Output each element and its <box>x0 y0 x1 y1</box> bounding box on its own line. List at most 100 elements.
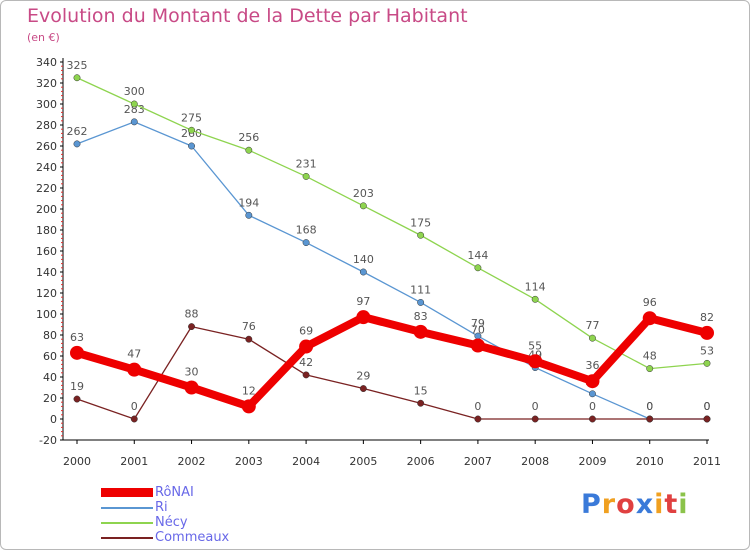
data-point <box>299 339 314 354</box>
data-label: 77 <box>585 319 599 332</box>
data-point <box>700 325 714 340</box>
x-tick-label: 2002 <box>178 455 206 468</box>
data-point <box>417 399 425 407</box>
legend-label: Commeaux <box>155 530 230 545</box>
data-label: 12 <box>242 384 256 397</box>
data-point <box>413 324 428 339</box>
data-point <box>356 310 371 325</box>
data-point <box>646 415 654 423</box>
data-label: 0 <box>704 400 711 413</box>
y-tick-label: 340 <box>36 56 57 69</box>
data-label: 275 <box>181 111 202 124</box>
legend-item: Commeaux <box>101 530 229 545</box>
logo-letter: t <box>664 489 679 520</box>
data-label: 114 <box>525 280 546 293</box>
data-label: 42 <box>299 356 313 369</box>
logo-letter: i <box>678 489 689 520</box>
data-point <box>130 118 138 126</box>
y-tick-label: 320 <box>36 77 57 90</box>
legend-item: Nécy <box>101 515 229 530</box>
data-label: 203 <box>353 187 374 200</box>
data-label: 0 <box>704 400 711 413</box>
data-point <box>73 395 81 403</box>
y-tick-label: 60 <box>43 350 57 363</box>
data-point <box>703 415 711 423</box>
data-label: 47 <box>127 348 141 361</box>
x-tick-label: 2010 <box>636 455 664 468</box>
data-label: 194 <box>238 196 259 209</box>
data-label: 29 <box>356 370 370 383</box>
data-label: 83 <box>414 310 428 323</box>
data-label: 55 <box>528 339 542 352</box>
data-label: 262 <box>67 125 88 138</box>
data-point <box>474 415 482 423</box>
y-tick-label: 100 <box>36 308 57 321</box>
data-point <box>359 385 367 392</box>
data-point <box>646 365 654 373</box>
x-tick-label: 2008 <box>521 455 549 468</box>
data-point <box>470 338 485 353</box>
x-tick-label: 2005 <box>349 455 377 468</box>
data-point <box>130 415 138 423</box>
y-tick-label: 300 <box>36 98 57 111</box>
y-tick-label: 220 <box>36 182 57 195</box>
data-point <box>245 335 253 343</box>
data-point <box>73 74 81 82</box>
data-point <box>70 345 84 360</box>
chart-legend: RôNAI Ri Nécy Commeaux <box>101 485 229 545</box>
data-label: 140 <box>353 253 374 266</box>
data-label: 0 <box>532 400 539 413</box>
data-label: 82 <box>700 311 714 324</box>
data-point <box>245 146 253 154</box>
data-label: 48 <box>643 350 657 363</box>
proxiti-logo: Proxiti <box>581 489 689 520</box>
data-label: 96 <box>643 296 657 309</box>
data-label: 0 <box>474 400 481 413</box>
y-tick-label: 80 <box>43 329 57 342</box>
data-label: 111 <box>410 283 431 296</box>
data-label: 256 <box>238 131 259 144</box>
series-line <box>76 121 707 420</box>
data-point <box>184 380 199 395</box>
data-label: 97 <box>356 295 370 308</box>
y-tick-label: 160 <box>36 245 57 258</box>
data-point <box>302 371 310 379</box>
data-label: 231 <box>296 157 317 170</box>
data-label: 15 <box>414 384 428 397</box>
data-point <box>241 399 256 414</box>
data-point <box>245 211 253 219</box>
data-point <box>417 231 425 239</box>
legend-label: Ri <box>155 500 168 515</box>
legend-swatch <box>101 506 153 509</box>
data-label: 0 <box>589 400 596 413</box>
x-tick-label: 2003 <box>235 455 263 468</box>
y-tick-label: 240 <box>36 161 57 174</box>
legend-swatch <box>101 536 153 539</box>
data-point <box>474 264 482 272</box>
logo-letter: i <box>654 489 665 520</box>
data-label: 0 <box>646 400 653 413</box>
data-point <box>302 239 310 247</box>
x-tick-label: 2004 <box>292 455 320 468</box>
y-tick-label: 280 <box>36 119 57 132</box>
legend-label: RôNAI <box>155 485 194 500</box>
legend-item: Ri <box>101 500 229 515</box>
y-tick-label: 20 <box>43 392 57 405</box>
data-point <box>188 126 195 134</box>
data-point <box>585 374 600 389</box>
logo-letter: x <box>635 489 655 520</box>
data-label: 63 <box>70 331 84 344</box>
data-label: 79 <box>471 317 485 330</box>
series-rônai: 63 47 30 12 69 97 83 70 55 36 96 82 <box>70 295 714 414</box>
y-tick-label: 40 <box>43 371 57 384</box>
data-label: 175 <box>410 216 431 229</box>
logo-letter: r <box>601 489 617 520</box>
legend-item: RôNAI <box>101 485 229 500</box>
data-label: 53 <box>700 344 714 357</box>
y-tick-label: 140 <box>36 266 57 279</box>
series-line <box>75 313 708 411</box>
chart-subtitle: (en €) <box>27 31 60 44</box>
y-tick-label: 0 <box>50 413 57 426</box>
data-label: 168 <box>296 224 317 237</box>
